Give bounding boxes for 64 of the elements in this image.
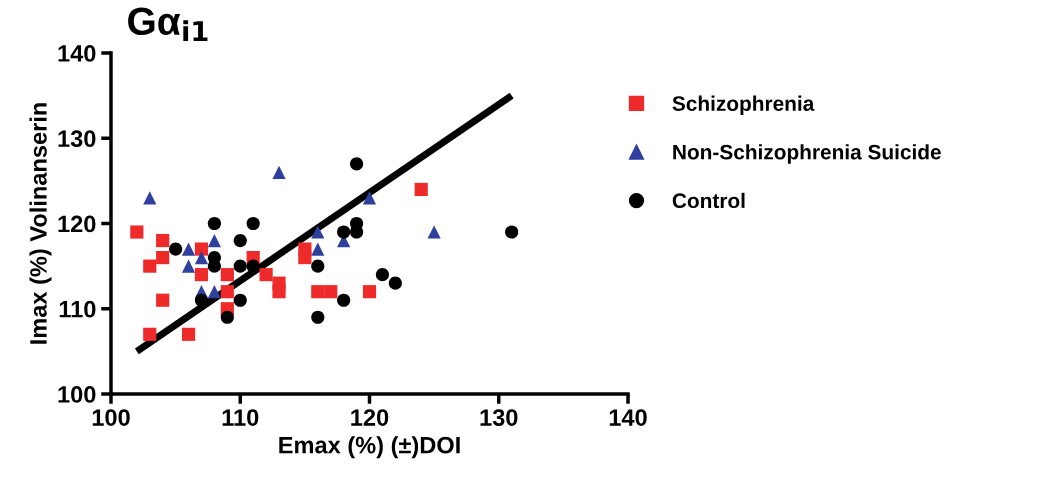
point [349, 157, 364, 171]
point [181, 259, 196, 273]
x-axis-title: Emax (%) (±)DOI [279, 436, 460, 459]
y-tick-label: 120 [58, 215, 96, 233]
point [388, 276, 402, 290]
point [181, 327, 196, 341]
point [156, 293, 170, 307]
x-tick-label: 110 [222, 409, 259, 426]
point [194, 242, 209, 256]
point [349, 225, 364, 239]
point [220, 285, 234, 299]
point [169, 242, 183, 256]
point [233, 293, 247, 307]
legend-label: Schizophrenia [672, 95, 815, 116]
point [156, 251, 170, 265]
point [427, 225, 441, 239]
x-tick-label: 120 [351, 409, 389, 426]
point [362, 191, 377, 205]
point [272, 285, 286, 299]
y-tick-label: 110 [59, 300, 96, 318]
legend-label: Control [672, 192, 745, 209]
point [207, 233, 221, 248]
chart-title: Gα$_{i1}$ [128, 7, 208, 42]
point [505, 225, 519, 239]
y-axis-title: Imax (%) Volinanserin [29, 103, 52, 344]
point [207, 285, 221, 299]
y-tick-label: 100 [58, 386, 96, 403]
point [311, 225, 325, 239]
point [311, 259, 325, 273]
point [311, 242, 325, 256]
point [130, 225, 144, 239]
point [207, 259, 221, 273]
point [220, 310, 234, 324]
point [324, 285, 338, 299]
point [207, 216, 221, 231]
point [414, 182, 428, 196]
y-tick-label: 140 [58, 45, 96, 62]
x-tick-label: 140 [609, 409, 647, 426]
y-tick-label: 130 [58, 130, 96, 148]
point [233, 233, 247, 248]
point [337, 293, 351, 307]
point [272, 165, 286, 179]
point [194, 251, 209, 265]
point [375, 268, 390, 282]
x-tick-label: 130 [480, 409, 518, 426]
point [143, 327, 157, 341]
point [233, 259, 247, 273]
point [311, 310, 325, 324]
point [362, 285, 377, 299]
point [143, 191, 157, 205]
point [143, 259, 157, 273]
point [220, 268, 234, 282]
point [194, 268, 209, 282]
point [311, 285, 325, 299]
point [337, 225, 351, 239]
point [246, 259, 260, 273]
point [298, 251, 312, 265]
point [194, 293, 209, 307]
legend-label: Non-Schizophrenia Suicide [673, 144, 941, 164]
x-tick-label: 100 [92, 409, 130, 426]
point [246, 216, 260, 231]
point [259, 268, 273, 282]
point [156, 233, 170, 248]
point [181, 242, 196, 256]
